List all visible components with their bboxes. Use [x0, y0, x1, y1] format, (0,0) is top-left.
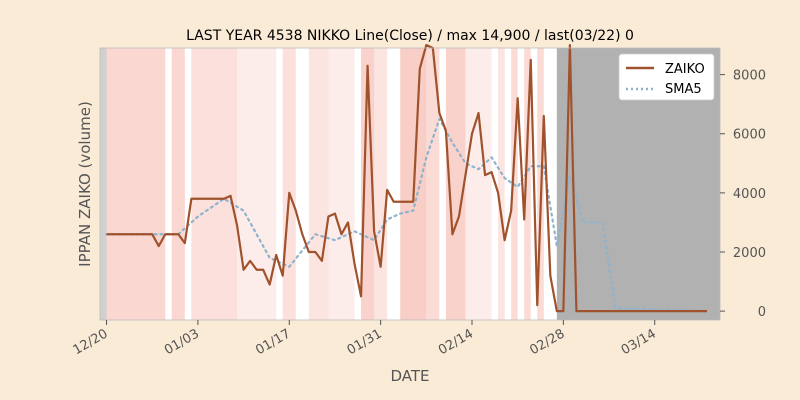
- plot-area: [99, 43, 721, 321]
- y-tick-label: 0: [758, 305, 766, 320]
- shaded-band: [308, 48, 329, 320]
- y-tick-label: 6000: [733, 128, 766, 143]
- shaded-band: [426, 48, 440, 320]
- y-axis-label: IPPAN ZAIKO (volume): [76, 101, 94, 267]
- shaded-band: [445, 48, 466, 320]
- x-tick-label: 01/03: [162, 326, 202, 358]
- x-tick-label: 02/28: [527, 326, 567, 358]
- x-tick-label: 02/14: [436, 326, 476, 358]
- legend-zaiko-label: ZAIKO: [665, 62, 705, 77]
- shaded-band: [237, 48, 277, 320]
- sma5-line: [105, 117, 709, 313]
- x-tick-label: 03/14: [619, 326, 659, 358]
- y-tick-label: 8000: [733, 69, 766, 84]
- y-axis: 0 2000 4000 6000 8000: [720, 69, 766, 320]
- y-tick-label: 4000: [733, 187, 766, 202]
- x-tick-label: 01/31: [345, 326, 385, 358]
- x-axis-label: DATE: [390, 367, 429, 385]
- y-tick-label: 2000: [733, 246, 766, 261]
- shaded-band: [191, 48, 238, 320]
- legend: ZAIKO SMA5: [618, 53, 715, 101]
- plot-frame: [99, 47, 721, 321]
- shaded-band: [361, 48, 375, 320]
- shaded-band: [374, 48, 388, 320]
- shaded-band: [524, 48, 531, 320]
- legend-sma5-label: SMA5: [665, 82, 702, 97]
- shaded-band: [328, 48, 355, 320]
- shaded-bands: [100, 48, 720, 320]
- series-lines: [105, 43, 709, 313]
- shaded-band: [465, 48, 492, 320]
- shaded-band: [498, 48, 505, 320]
- x-tick-label: 01/17: [253, 326, 293, 358]
- shaded-band: [100, 48, 107, 320]
- chart-title: LAST YEAR 4538 NIKKO Line(Close) / max 1…: [186, 28, 634, 44]
- shaded-band: [171, 48, 185, 320]
- shaded-band: [282, 48, 296, 320]
- zaiko-line: [106, 43, 707, 313]
- shaded-band: [106, 48, 166, 320]
- x-axis: 12/20 01/03 01/17 01/31 02/14 02/28 03/14: [71, 320, 659, 358]
- x-tick-label: 12/20: [71, 326, 111, 358]
